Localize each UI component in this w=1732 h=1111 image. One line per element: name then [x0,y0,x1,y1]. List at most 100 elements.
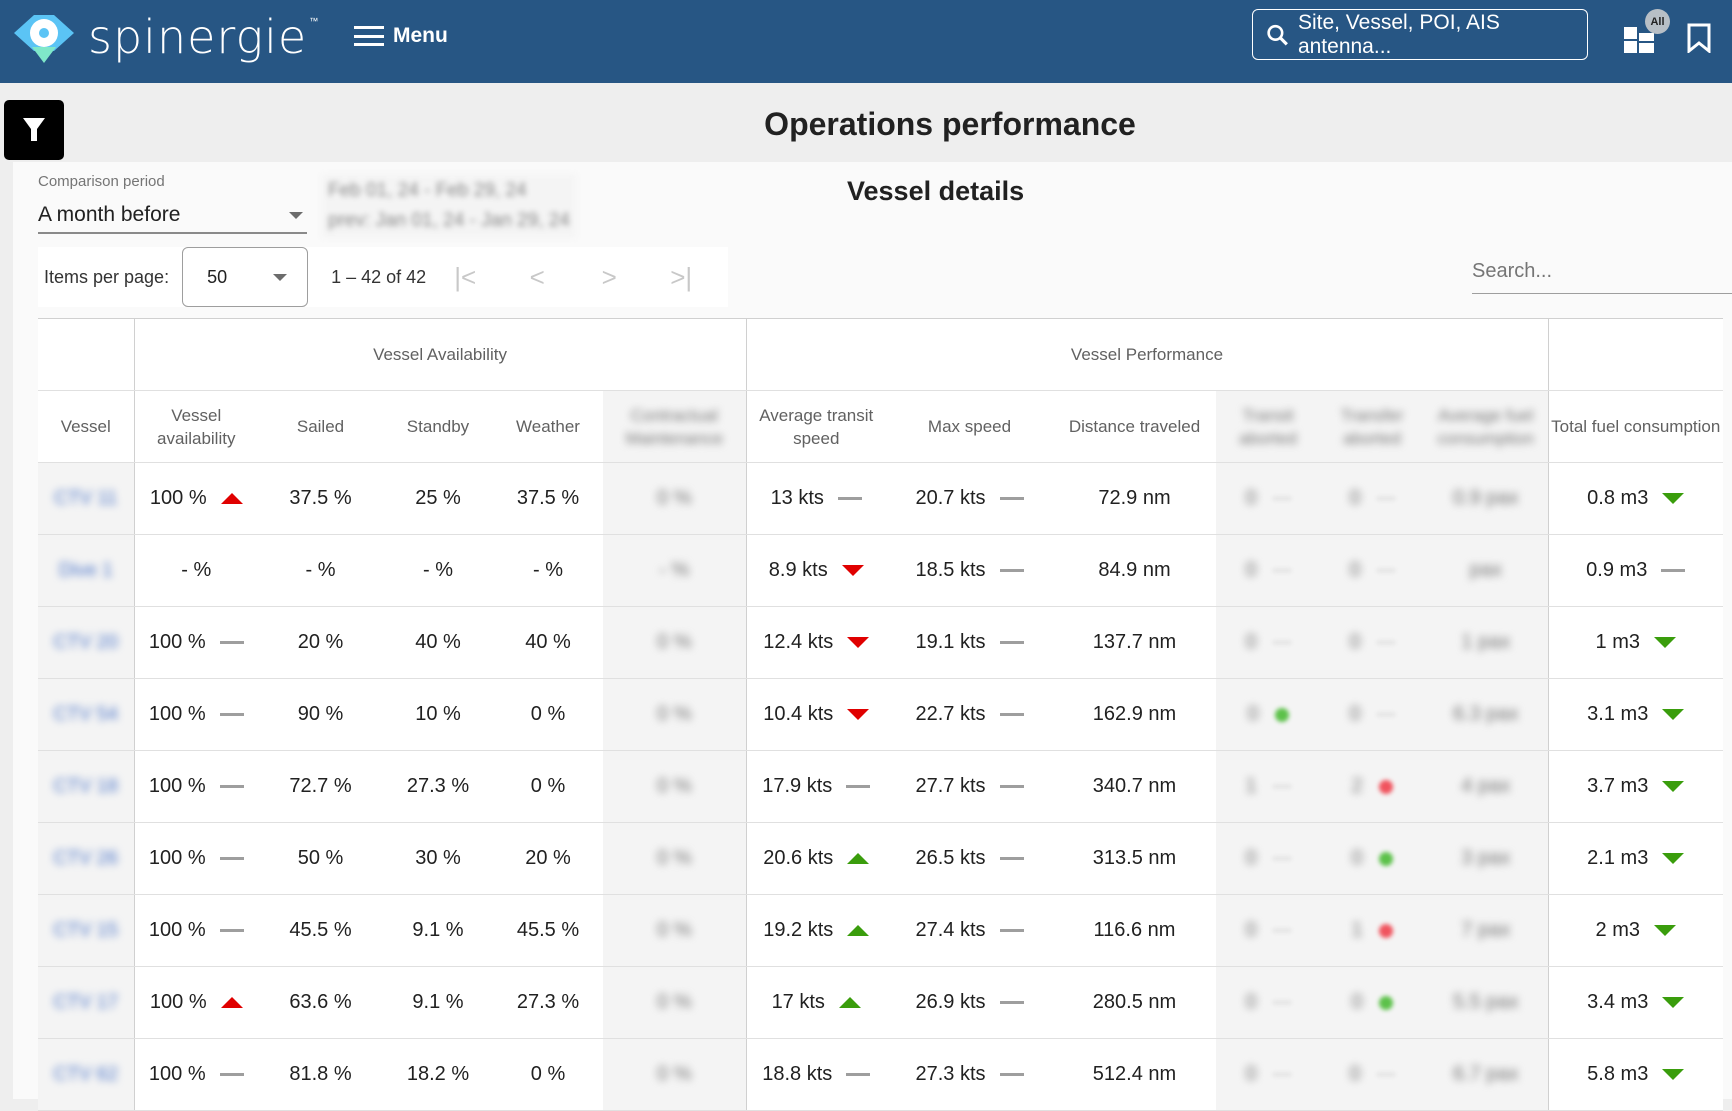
previous-page-button[interactable]: < [529,261,545,292]
dashboard-icon[interactable] [1624,23,1654,53]
trend-flat-icon [999,713,1024,717]
group-header-performance: Vessel Performance [745,318,1548,391]
cell-transfer-aborted: 2 [1320,750,1424,823]
last-page-button[interactable]: >| [670,261,693,292]
cell-avg-fuel: 0.9 pax [1424,462,1548,535]
cell-vessel[interactable]: Dive 1 [38,534,134,607]
cell-contractual-maintenance: 0 % [603,462,746,535]
cell-distance-traveled: 72.9 nm [1053,462,1216,535]
col-sailed[interactable]: Sailed [258,390,383,463]
trend-down-icon [847,637,870,649]
cell-contractual-maintenance: 0 % [603,966,746,1039]
hamburger-icon [354,26,384,46]
col-standby[interactable]: Standby [383,390,493,463]
trend-up-icon [220,493,243,505]
cell-standby: 10 % [383,678,493,751]
cell-avg-fuel: 5.5 pax [1424,966,1548,1039]
next-page-button[interactable]: > [601,261,617,292]
cell-weather: 0 % [493,750,603,823]
table-search[interactable] [1472,258,1732,294]
col-vessel[interactable]: Vessel [38,390,134,463]
cell-distance-traveled: 116.6 nm [1053,894,1216,967]
col-vessel-availability[interactable]: Vessel availability [133,390,258,463]
spinergie-logo[interactable]: spinergie ™ [12,10,318,64]
cell-avg-transit-speed: 8.9 kts [745,534,886,607]
cell-vessel-availability: 100 % [133,1038,258,1111]
bookmark-icon[interactable] [1687,23,1711,53]
cell-vessel[interactable]: CTV 20 [38,606,134,679]
col-max-speed[interactable]: Max speed [886,390,1053,463]
cell-avg-fuel: 7 pax [1424,894,1548,967]
cell-standby: 25 % [383,462,493,535]
cell-total-fuel: 0.8 m3 [1547,462,1723,535]
vessel-link[interactable]: CTV 17 [53,992,118,1013]
trend-flat-icon [837,497,862,501]
table-row[interactable]: CTV 17 100 % 63.6 % 9.1 % 27.3 % 0 % 17 kts 26.… [38,966,1723,1039]
cell-vessel[interactable]: CTV 18 [38,750,134,823]
trend-flat-icon [1272,569,1291,573]
table-row[interactable]: CTV 11 100 % 37.5 % 25 % 37.5 % 0 % 13 kts 20.7… [38,462,1723,535]
trend-up-icon [838,997,861,1009]
trend-up-icon [220,997,243,1009]
col-transfer-aborted[interactable]: Transfer aborted [1320,390,1424,463]
trend-flat-icon [999,1001,1024,1005]
table-row[interactable]: CTV 54 100 % 90 % 10 % 0 % 0 % 10.4 kts 22.7 kt… [38,678,1723,751]
cell-vessel[interactable]: CTV 17 [38,966,134,1039]
vessel-link[interactable]: CTV 11 [54,488,118,509]
trend-flat-icon [999,641,1024,645]
cell-transit-aborted: 0 [1216,894,1320,967]
cell-vessel[interactable]: CTV 62 [38,1038,134,1111]
global-search-input[interactable]: Site, Vessel, POI, AIS antenna... [1252,9,1588,60]
cell-distance-traveled: 512.4 nm [1053,1038,1216,1111]
comparison-period-value: A month before [38,203,181,226]
col-weather[interactable]: Weather [493,390,603,463]
first-page-button[interactable]: |< [454,261,477,292]
group-header-availability: Vessel Availability [133,318,746,391]
comparison-period-select[interactable]: A month before [38,198,307,234]
trend-down-icon [847,709,870,721]
table-row[interactable]: CTV 62 100 % 81.8 % 18.2 % 0 % 0 % 18.8 kts 27.… [38,1038,1723,1111]
vessel-link[interactable]: CTV 18 [53,776,118,797]
cell-transit-aborted: 0 [1216,1038,1320,1111]
vessel-link[interactable]: CTV 54 [53,704,118,725]
cell-vessel-availability: 100 % [133,966,258,1039]
col-avg-transit-speed[interactable]: Average transit speed [745,390,886,463]
cell-vessel[interactable]: CTV 54 [38,678,134,751]
trend-flat-icon [1272,1001,1291,1005]
filter-button[interactable] [4,100,64,160]
table-search-input[interactable] [1472,260,1732,283]
col-transit-aborted[interactable]: Transit aborted [1216,390,1320,463]
brand-name: spinergie [88,10,308,64]
vessel-link[interactable]: CTV 62 [53,1064,118,1085]
trend-flat-icon [1376,497,1395,501]
cell-sailed: 50 % [258,822,383,895]
trend-down-icon [1662,709,1685,721]
cell-vessel[interactable]: CTV 15 [38,894,134,967]
cell-weather: 27.3 % [493,966,603,1039]
trend-flat-icon [1272,497,1291,501]
col-avg-fuel[interactable]: Average fuel consumption [1424,390,1548,463]
table-row[interactable]: CTV 20 100 % 20 % 40 % 40 % 0 % 12.4 kts 19.1 k… [38,606,1723,679]
filter-icon [23,118,45,141]
cell-transfer-aborted: 1 [1320,894,1424,967]
col-total-fuel[interactable]: Total fuel consumption [1547,390,1723,463]
vessel-link[interactable]: CTV 20 [53,632,118,653]
items-per-page-select[interactable]: 50 [182,247,309,307]
table-row[interactable]: CTV 15 100 % 45.5 % 9.1 % 45.5 % 0 % 19.2 kts 2… [38,894,1723,967]
cell-vessel[interactable]: CTV 26 [38,822,134,895]
col-contractual-maintenance[interactable]: Contractual Maintenance [603,390,746,463]
cell-avg-fuel: pax [1424,534,1548,607]
table-row[interactable]: CTV 26 100 % 50 % 30 % 20 % 0 % 20.6 kts 26.5 k… [38,822,1723,895]
trend-flat-icon [1272,641,1291,645]
vessel-link[interactable]: CTV 26 [53,848,118,869]
menu-button[interactable]: Menu [354,24,448,48]
dashboard-badge: All [1645,9,1670,34]
table-row[interactable]: CTV 18 100 % 72.7 % 27.3 % 0 % 0 % 17.9 kts 27.… [38,750,1723,823]
trend-flat-icon [999,569,1024,573]
vessel-link[interactable]: CTV 15 [53,920,118,941]
trend-flat-icon [1661,569,1686,573]
col-distance-traveled[interactable]: Distance traveled [1053,390,1216,463]
table-row[interactable]: Dive 1- % - % - % - % - % 8.9 kts 18.5 kts 84.9… [38,534,1723,607]
cell-vessel[interactable]: CTV 11 [38,462,134,535]
vessel-link[interactable]: Dive 1 [58,560,113,581]
